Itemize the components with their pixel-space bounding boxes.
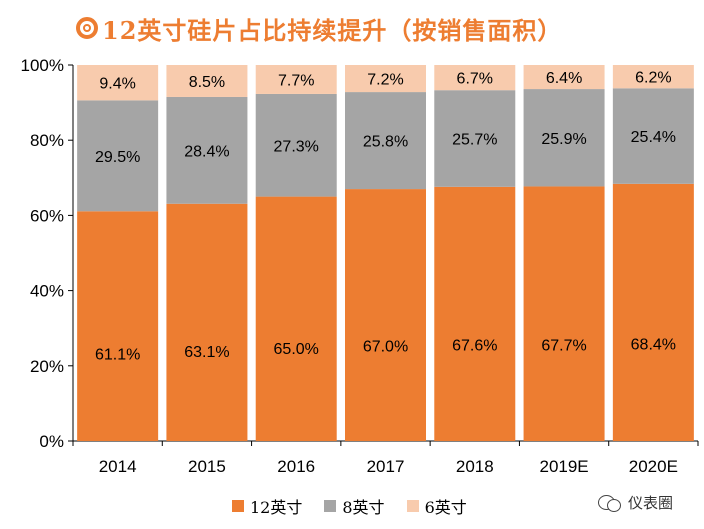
bar-segment xyxy=(523,65,605,90)
x-tick-label: 2019E xyxy=(539,457,588,476)
y-tick-label: 40% xyxy=(30,282,64,301)
data-label: 7.7% xyxy=(278,72,314,89)
data-label: 7.2% xyxy=(367,72,403,89)
data-label: 28.4% xyxy=(184,143,229,160)
y-tick-label: 100% xyxy=(21,56,64,75)
data-label: 8.5% xyxy=(189,74,225,91)
data-label: 61.1% xyxy=(95,347,140,364)
x-tick-label: 2018 xyxy=(456,457,494,476)
legend-swatch-12in xyxy=(232,500,244,512)
legend-swatch-6in xyxy=(406,500,419,512)
data-label: 25.8% xyxy=(363,134,408,151)
data-label: 67.0% xyxy=(363,338,408,355)
bar-segment xyxy=(255,65,337,94)
y-tick-label: 80% xyxy=(30,131,64,150)
legend-item-8in: 8英寸 xyxy=(324,494,385,518)
data-label: 9.4% xyxy=(99,76,135,93)
chart-legend: 12英寸 8英寸 6英寸 xyxy=(232,494,489,518)
legend-label-6in: 6英寸 xyxy=(424,498,467,517)
y-tick-label: 20% xyxy=(30,357,64,376)
bar-segment xyxy=(166,65,248,97)
bar-segment xyxy=(77,65,159,101)
legend-item-12in: 12英寸 xyxy=(232,494,302,518)
data-label: 6.7% xyxy=(457,71,493,88)
data-label: 27.3% xyxy=(274,138,319,155)
bar-segment xyxy=(166,96,248,204)
bar-segment xyxy=(77,100,159,212)
legend-item-6in: 6英寸 xyxy=(406,494,467,518)
x-tick-label: 2014 xyxy=(99,457,137,476)
x-tick-label: 2016 xyxy=(277,457,315,476)
x-tick-label: 2015 xyxy=(188,457,226,476)
bar-segment xyxy=(345,65,426,93)
y-tick-label: 60% xyxy=(30,206,64,225)
data-label: 29.5% xyxy=(95,149,140,166)
data-label: 67.7% xyxy=(541,337,586,354)
data-label: 25.9% xyxy=(541,131,586,148)
data-label: 63.1% xyxy=(184,344,229,361)
bar-segment xyxy=(523,186,605,441)
x-tick-label: 2020E xyxy=(629,457,678,476)
bar-segment xyxy=(77,211,159,441)
wechat-icon xyxy=(598,494,622,512)
legend-label-12in: 12英寸 xyxy=(250,498,303,517)
x-tick-label: 2017 xyxy=(367,457,405,476)
bar-segment xyxy=(345,92,426,190)
data-label: 6.4% xyxy=(546,70,582,87)
y-tick-label: 0% xyxy=(39,432,64,451)
data-label: 6.2% xyxy=(635,70,671,87)
data-label: 68.4% xyxy=(631,336,676,353)
bar-segment xyxy=(255,93,337,197)
bar-segment xyxy=(345,189,426,441)
chart-title: 12英寸硅片占比持续提升（按销售面积） xyxy=(76,10,562,46)
legend-swatch-8in xyxy=(324,500,337,512)
bar-segment xyxy=(434,90,516,187)
bar-segment xyxy=(434,65,516,91)
chart-title-text: 12英寸硅片占比持续提升（按销售面积） xyxy=(102,15,563,45)
bar-segment xyxy=(612,88,694,184)
bar-segment xyxy=(166,203,248,441)
data-label: 65.0% xyxy=(274,341,319,358)
data-label: 25.7% xyxy=(452,132,497,149)
bar-segment xyxy=(612,65,694,89)
target-icon xyxy=(76,17,98,39)
bar-segment xyxy=(612,183,694,442)
bar-segment xyxy=(434,186,516,441)
data-label: 67.6% xyxy=(452,337,497,354)
watermark: 仪表圈 xyxy=(598,492,673,513)
bar-segment xyxy=(523,89,605,187)
legend-label-8in: 8英寸 xyxy=(342,498,385,517)
data-label: 25.4% xyxy=(631,129,676,146)
watermark-text: 仪表圈 xyxy=(628,494,674,512)
bar-segment xyxy=(255,196,337,441)
